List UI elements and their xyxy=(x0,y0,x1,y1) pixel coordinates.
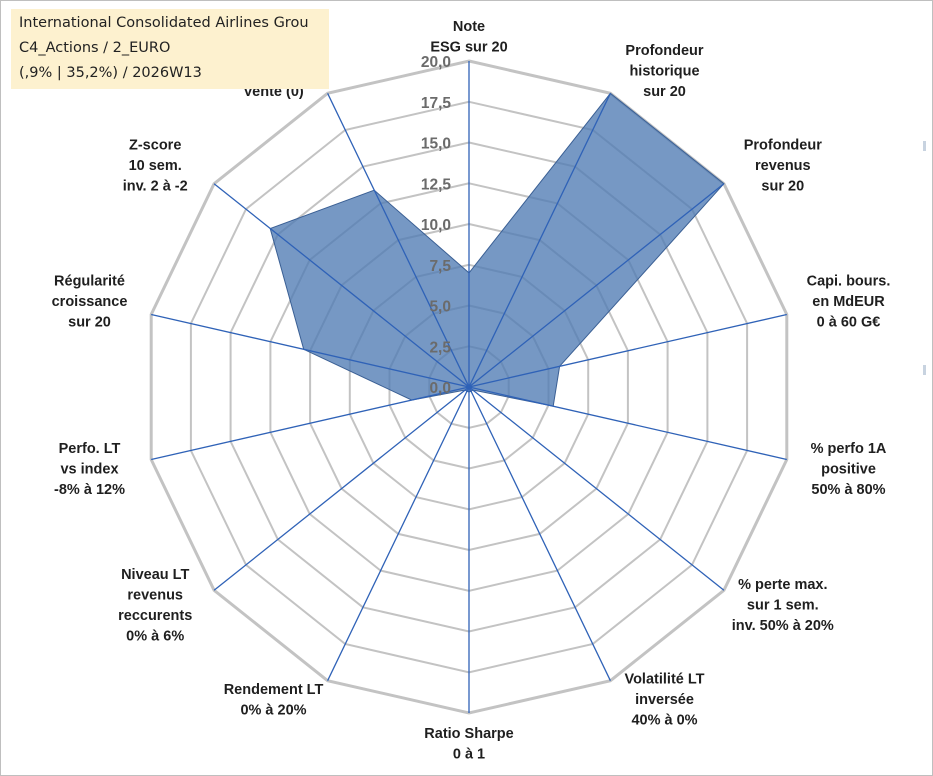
axis-label: Profondeur historique sur 20 xyxy=(625,43,703,100)
axis-label: Niveau LT revenus reccurents 0% à 6% xyxy=(118,567,192,645)
axis-label-line: sur 1 sem. xyxy=(747,598,819,614)
tick-label: 12,5 xyxy=(421,176,452,193)
axis-label-line: Note xyxy=(453,19,485,35)
axis-label: Volatilité LT inversée 40% à 0% xyxy=(624,672,704,729)
info-title: International Consolidated Airlines Grou xyxy=(19,15,309,31)
area-layer xyxy=(269,92,725,407)
axis-label-line: sur 20 xyxy=(761,178,804,194)
series-area xyxy=(269,92,725,407)
axis-label-line: Niveau LT xyxy=(121,567,189,583)
axis-spoke xyxy=(468,386,725,591)
axis-label-line: Profondeur xyxy=(625,43,703,59)
axis-spoke xyxy=(327,93,470,388)
info-portfolio: C4_Actions / 2_EURO xyxy=(19,40,171,56)
label-layer: Note ESG sur 20 Profondeur historique sur 20… xyxy=(52,19,891,763)
axis-label: Z-score 10 sem. inv. 2 à -2 xyxy=(123,137,188,194)
tick-label: 15,0 xyxy=(421,136,451,153)
spoke-layer xyxy=(151,61,787,713)
axis-spoke xyxy=(151,313,470,388)
axis-label-line: reccurents xyxy=(118,608,192,624)
scrollbar-mark xyxy=(923,141,926,151)
info-box: International Consolidated Airlines Grou… xyxy=(11,9,329,89)
axis-label-line: Volatilité LT xyxy=(624,672,704,688)
axis-label: Capi. bours. en MdEUR 0 à 60 G€ xyxy=(807,274,891,331)
axis-label-line: 0 à 1 xyxy=(453,747,485,763)
axis-label-line: -8% à 12% xyxy=(54,482,125,498)
scrollbar-mark xyxy=(923,365,926,375)
axis-label-line: 10 sem. xyxy=(129,158,182,174)
axis-label-line: Perfo. LT xyxy=(59,441,121,457)
tick-label: 20,0 xyxy=(421,54,451,71)
axis-label-line: historique xyxy=(629,63,699,79)
axis-spoke xyxy=(468,93,611,388)
axis-spoke xyxy=(213,386,470,591)
axis-label-line: sur 20 xyxy=(68,315,111,331)
axis-label-line: % perfo 1A xyxy=(811,441,887,457)
axis-label: Perfo. LT vs index -8% à 12% xyxy=(54,441,125,498)
axis-label-line: inversée xyxy=(635,692,694,708)
axis-label-line: revenus xyxy=(755,158,811,174)
axis-label-line: positive xyxy=(821,461,876,477)
axis-label-line: Rendement LT xyxy=(224,682,324,698)
axis-label-line: vs index xyxy=(60,461,118,477)
tick-label: 7,5 xyxy=(429,258,451,275)
axis-label-line: % perte max. xyxy=(738,577,827,593)
axis-spoke xyxy=(468,313,787,388)
tick-layer: 0,0 2,5 5,0 7,5 10,0 12,5 15,0 17,5 20,0 xyxy=(421,54,452,397)
tick-label: 0,0 xyxy=(429,380,451,397)
axis-label: % perfo 1A positive 50% à 80% xyxy=(811,441,887,498)
axis-label-line: 0 à 60 G€ xyxy=(817,315,881,331)
axis-label: Rendement LT 0% à 20% xyxy=(224,682,324,719)
tick-label: 5,0 xyxy=(429,299,451,316)
axis-label-line: Capi. bours. xyxy=(807,274,891,290)
axis-label-line: 0% à 6% xyxy=(126,629,184,645)
axis-label: % perte max. sur 1 sem. inv. 50% à 20% xyxy=(732,577,834,634)
axis-spoke xyxy=(327,386,470,681)
axis-label: Profondeur revenus sur 20 xyxy=(744,137,822,194)
axis-label-line: sur 20 xyxy=(643,84,686,100)
axis-label-line: 0% à 20% xyxy=(240,702,306,718)
axis-label: Régularité croissance sur 20 xyxy=(52,274,128,331)
axis-label-line: en MdEUR xyxy=(812,294,885,310)
axis-label-line: ESG sur 20 xyxy=(430,40,507,56)
tick-label: 2,5 xyxy=(429,339,451,356)
axis-label-line: croissance xyxy=(52,294,128,310)
axis-spoke xyxy=(468,386,787,461)
axis-spoke xyxy=(468,183,725,388)
axis-spoke xyxy=(151,386,470,461)
axis-label: Note ESG sur 20 xyxy=(430,19,507,56)
axis-label-line: revenus xyxy=(127,588,183,604)
axis-label-line: inv. 50% à 20% xyxy=(732,618,834,634)
axis-label-line: 50% à 80% xyxy=(811,482,885,498)
axis-label-line: inv. 2 à -2 xyxy=(123,178,188,194)
info-period: (,9% | 35,2%) / 2026W13 xyxy=(19,65,202,81)
axis-label: Ratio Sharpe 0 à 1 xyxy=(424,726,513,763)
tick-label: 17,5 xyxy=(421,95,452,112)
axis-label-line: Régularité xyxy=(54,274,125,290)
axis-label-line: Ratio Sharpe xyxy=(424,726,513,742)
axis-label-line: 40% à 0% xyxy=(631,713,697,729)
axis-label-line: Z-score xyxy=(129,137,181,153)
tick-label: 10,0 xyxy=(421,217,451,234)
axis-label-line: Profondeur xyxy=(744,137,822,153)
axis-spoke xyxy=(468,386,611,681)
axis-spoke xyxy=(213,183,470,388)
